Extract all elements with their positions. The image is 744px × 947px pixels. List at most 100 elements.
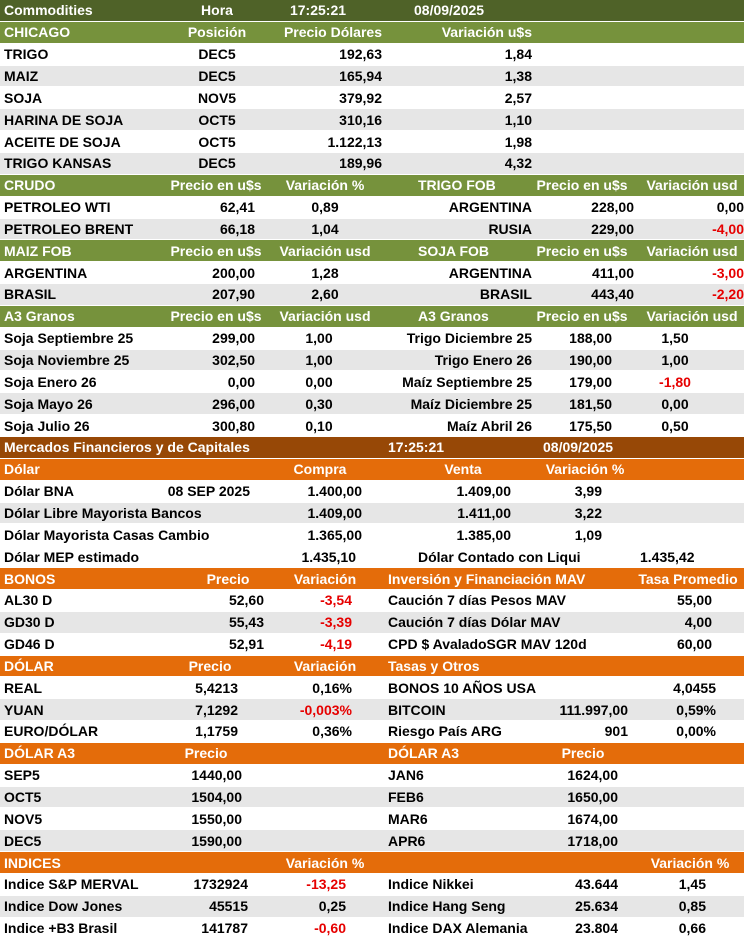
section-title: MAIZ FOB: [4, 242, 72, 259]
column-header: Precio en u$s: [170, 177, 262, 194]
row-label: Indice Hang Seng: [388, 898, 506, 915]
a3-granos-header: A3 Granos Precio en u$s Variación usd A3 Gr…: [0, 305, 744, 328]
dolar-row: Dólar BNA 08 SEP 2025 1.400,00 1.409,00 3,99: [0, 480, 744, 503]
row-label: ARGENTINA: [448, 199, 532, 216]
price-cell: 1.435,10: [301, 548, 357, 565]
variation-cell: 0,00: [716, 199, 744, 216]
value-cell: 1732924: [193, 876, 248, 893]
price-cell: 1,1759: [195, 723, 238, 740]
column-header: CHICAGO: [4, 24, 71, 41]
column-header: Tasa Promedio: [638, 570, 738, 587]
table-cell: 192,63: [339, 46, 382, 63]
time-value: 17:25:21: [388, 439, 445, 456]
quad-row: Soja Julio 26 300,80 0,10 Maíz Abril 26 175,…: [0, 415, 744, 437]
variation-cell: 0,00: [305, 373, 333, 390]
section-title: A3 Granos: [418, 308, 489, 325]
variation-cell: 1,50: [661, 330, 689, 347]
row-label: Soja Noviembre 25: [4, 352, 130, 369]
price-cell: 181,50: [569, 395, 612, 412]
price-cell: 188,00: [569, 330, 612, 347]
row-label: SEP5: [4, 767, 40, 784]
dolar-fx-row: REAL 5,4213 0,16% BONOS 10 AÑOS USA 4,0455: [0, 677, 744, 700]
chicago-row: HARINA DE SOJA OCT5 310,16 1,10: [0, 109, 744, 132]
row-label: BONOS 10 AÑOS USA: [388, 679, 537, 696]
variation-cell: 0,16%: [312, 679, 352, 696]
column-header: Precio en u$s: [170, 308, 262, 325]
variation-cell: -3,39: [320, 614, 352, 631]
row-label: Soja Julio 26: [4, 417, 90, 434]
row-label: EURO/DÓLAR: [4, 723, 99, 740]
column-header: Precio en u$s: [170, 242, 262, 259]
price-cell: 1440,00: [191, 767, 242, 784]
section-title: TRIGO FOB: [418, 177, 496, 194]
row-label: Soja Septiembre 25: [4, 330, 134, 347]
date-value: 08/09/2025: [543, 439, 614, 456]
row-label: PETROLEO WTI: [4, 199, 111, 216]
price-cell: 207,90: [212, 286, 255, 303]
section-title: DÓLAR A3: [4, 745, 76, 762]
column-header: Precio: [188, 657, 232, 674]
price-cell: 299,00: [212, 330, 255, 347]
section-title: DÓLAR: [4, 657, 54, 674]
variation-cell: -2,20: [712, 286, 744, 303]
dolar-fx-row: EURO/DÓLAR 1,1759 0,36% Riesgo País ARG 901 0…: [0, 721, 744, 743]
value-cell: 43.644: [575, 876, 618, 893]
quad-row: ARGENTINA 200,00 1,28 ARGENTINA 411,00 -3,00: [0, 262, 744, 285]
row-label: Trigo Diciembre 25: [406, 330, 532, 347]
dolar-a3-row: OCT5 1504,00 FEB6 1650,00: [0, 786, 744, 809]
variation-cell: 0,66: [678, 920, 706, 937]
buy-cell: 1.365,00: [307, 526, 363, 543]
bonos-row: GD46 D 52,91 -4,19 CPD $ AvaladoSGR MAV 120…: [0, 633, 744, 656]
quad-row: Soja Noviembre 25 302,50 1,00 Trigo Enero 2…: [0, 349, 744, 372]
row-label: Dólar Libre Mayorista Bancos: [4, 504, 202, 521]
row-label: GD46 D: [4, 636, 55, 653]
section-title: Tasas y Otros: [388, 657, 480, 674]
dolar-row: Dólar Libre Mayorista Bancos 1.409,00 1.41…: [0, 502, 744, 525]
variation-cell: 0,89: [311, 199, 339, 216]
table-cell: DEC5: [198, 155, 236, 172]
row-label: Riesgo País ARG: [388, 723, 502, 740]
row-label: BITCOIN: [388, 701, 446, 718]
column-header: Variación usd: [646, 177, 738, 194]
variation-cell: 0,59%: [676, 701, 716, 718]
variation-cell: 0,10: [305, 417, 333, 434]
variation-cell: 1,00: [305, 330, 333, 347]
row-label: Soja Enero 26: [4, 373, 97, 390]
sheet-title: Commodities: [4, 2, 93, 19]
chicago-row: MAIZ DEC5 165,94 1,38: [0, 65, 744, 88]
price-cell: 190,00: [569, 352, 612, 369]
price-cell: 55,43: [228, 614, 264, 631]
price-cell: 200,00: [212, 264, 255, 281]
column-header: Variación %: [285, 177, 365, 194]
row-label: Indice DAX Alemania: [388, 920, 528, 937]
section-title: CRUDO: [4, 177, 56, 194]
column-header: Variación: [293, 657, 357, 674]
price-cell: 1550,00: [191, 810, 242, 827]
price-cell: 1674,00: [567, 810, 618, 827]
section-title: Mercados Financieros y de Capitales: [4, 439, 250, 456]
row-label: AL30 D: [4, 592, 53, 609]
row-label: APR6: [388, 832, 426, 849]
price-cell: 302,50: [212, 352, 255, 369]
row-label: Dólar BNA: [4, 483, 75, 500]
variation-cell: -3,54: [320, 592, 352, 609]
top-bar: Commodities Hora 17:25:21 08/09/2025: [0, 0, 744, 22]
bonos-row: AL30 D 52,60 -3,54 Caución 7 días Pesos MAV…: [0, 589, 744, 612]
column-header: Precio: [206, 570, 250, 587]
price-cell: 901: [604, 723, 628, 740]
row-label: Maíz Abril 26: [446, 417, 532, 434]
value-cell: 141787: [201, 920, 248, 937]
row-label: PETROLEO BRENT: [4, 220, 134, 237]
price-cell: 1.435,42: [640, 548, 695, 565]
price-cell: 52,91: [228, 636, 264, 653]
row-label: REAL: [4, 679, 43, 696]
variation-cell: -0,003%: [299, 701, 352, 718]
price-cell: 443,40: [591, 286, 634, 303]
column-header: Precio: [184, 745, 228, 762]
chicago-row: TRIGO DEC5 192,63 1,84: [0, 43, 744, 66]
variation-cell: 0,36%: [312, 723, 352, 740]
variation-cell: -3,00: [712, 264, 744, 281]
rate-cell: 60,00: [676, 636, 712, 653]
column-header: Variación usd: [646, 242, 738, 259]
chicago-row: SOJA NOV5 379,92 2,57: [0, 87, 744, 110]
